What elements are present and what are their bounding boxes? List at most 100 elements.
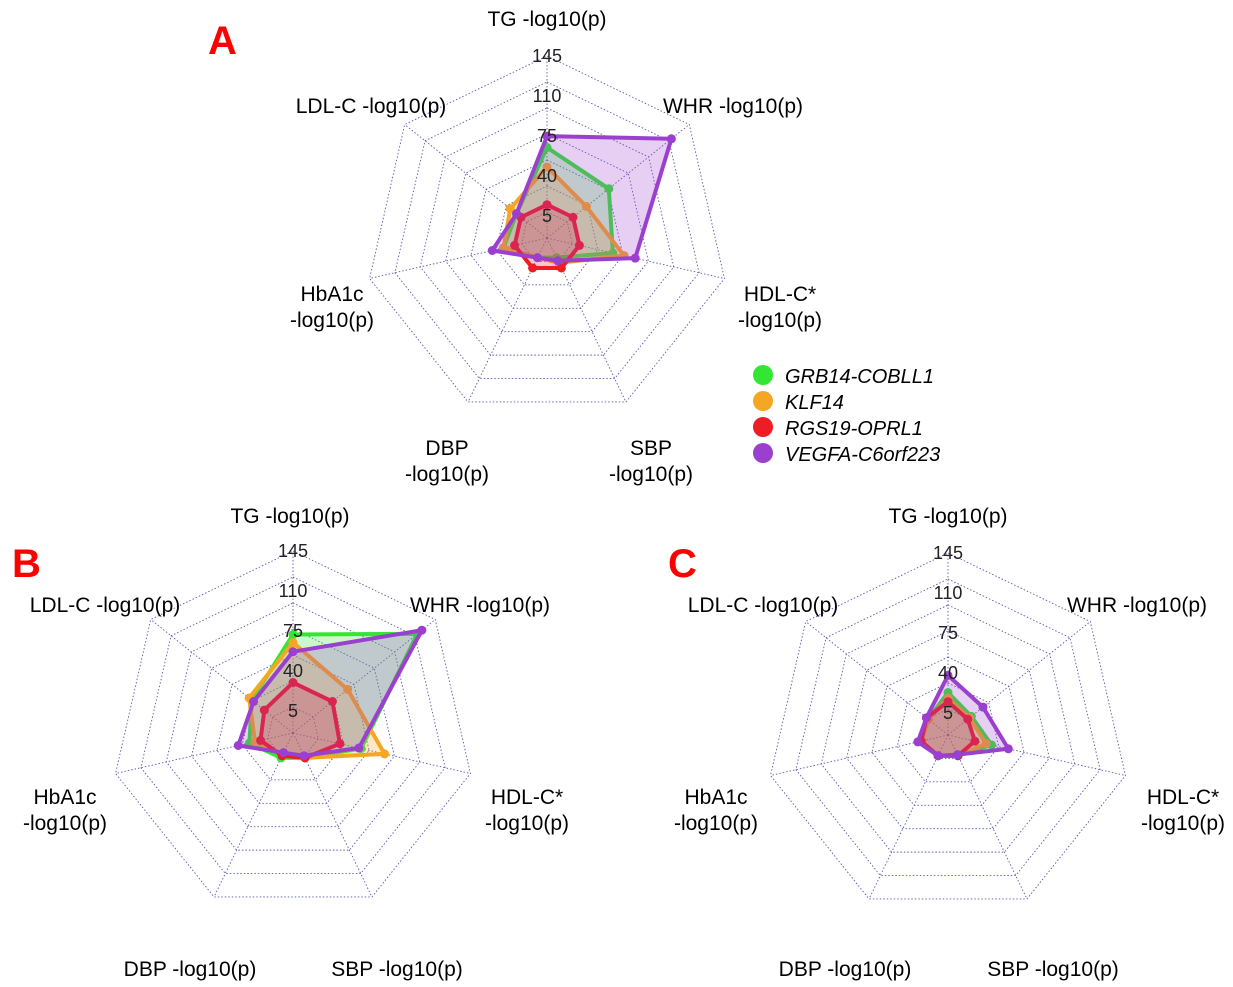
grid-ring: [795, 578, 1101, 877]
grid-spoke: [369, 237, 548, 279]
data-point: [288, 647, 298, 657]
series-polygon: [512, 202, 582, 270]
axis-label: LDL-C -log10(p): [30, 594, 181, 617]
grid-spoke: [947, 734, 1028, 900]
grid-spoke: [150, 619, 294, 734]
axis-label: TG -log10(p): [888, 505, 1007, 528]
ring-tick-label: 5: [288, 701, 298, 721]
data-point: [233, 740, 243, 750]
panel-letter-a: A: [208, 19, 237, 63]
axis-label: HbA1c -log10(p): [290, 283, 374, 332]
data-point: [288, 678, 298, 688]
data-point: [380, 749, 390, 759]
axis-label: SBP -log10(p): [987, 958, 1119, 981]
data-point: [921, 713, 931, 723]
grid-ring: [445, 133, 649, 333]
data-point: [970, 736, 980, 746]
radar-panel-c: 5 40 75 110 145 TG -log10(p) WHR -log10(p) HDL-…: [674, 505, 1225, 981]
grid-spoke: [805, 621, 949, 736]
data-point: [288, 630, 298, 640]
data-point: [666, 134, 676, 144]
axis-label: SBP -log10(p): [331, 958, 463, 981]
axis-label: HbA1c -log10(p): [674, 786, 758, 835]
legend-item: VEGFA-C6orf223: [753, 443, 940, 466]
panel-letter-b: B: [12, 542, 41, 586]
ring-tick-label: 40: [537, 166, 557, 186]
data-point: [542, 131, 552, 141]
radar-panel-a: 5 40 75 110 145 TG -log10(p) WHR -log10(p) HDL-…: [290, 8, 822, 486]
data-point: [933, 751, 943, 761]
ring-tick-label: 75: [283, 621, 303, 641]
radar-panel-b: 5 40 75 110 145 TG -log10(p) WHR -log10(p) HDL-…: [23, 505, 569, 981]
axis-label: HbA1c -log10(p): [23, 786, 107, 835]
ring-tick-label: 145: [278, 541, 308, 561]
legend-label: GRB14-COBLL1: [785, 366, 934, 388]
legend: GRB14-COBLL1 KLF14 RGS19-OPRL1 VEGFA-C6o…: [753, 365, 940, 466]
legend-marker: [753, 417, 773, 437]
grid-ring: [846, 630, 1050, 830]
grid-spoke: [770, 734, 949, 776]
legend-label: VEGFA-C6orf223: [785, 444, 940, 466]
legend-label: KLF14: [785, 392, 844, 414]
data-point: [1003, 744, 1013, 754]
series-polygon: [490, 134, 674, 263]
grid-spoke: [546, 124, 690, 239]
grid-ring: [165, 602, 421, 851]
data-point: [943, 697, 953, 707]
ring-tick-label: 40: [938, 663, 958, 683]
data-point: [963, 714, 973, 724]
grid-ring: [394, 81, 700, 380]
data-point: [505, 204, 515, 214]
data-point: [981, 739, 991, 749]
grid-spoke: [404, 124, 548, 239]
grid-spoke: [947, 621, 1091, 736]
axis-label: TG -log10(p): [230, 505, 349, 528]
data-point: [556, 263, 566, 273]
data-point: [512, 209, 522, 219]
legend-label: RGS19-OPRL1: [785, 418, 923, 440]
data-point: [528, 263, 538, 273]
ring-tick-label: 5: [943, 703, 953, 723]
data-point: [943, 670, 953, 680]
data-point: [542, 162, 552, 172]
grid-spoke: [546, 237, 627, 403]
grid-spoke: [868, 734, 949, 900]
data-point: [952, 750, 962, 760]
ring-tick-label: 145: [933, 543, 963, 563]
data-point: [256, 735, 266, 745]
ring-tick-label: 110: [934, 583, 963, 603]
axis-label: SBP -log10(p): [609, 437, 693, 486]
grid-ring: [369, 55, 725, 403]
data-point: [335, 739, 345, 749]
data-point: [574, 240, 584, 250]
ring-tick-label: 5: [542, 206, 552, 226]
data-point: [259, 705, 269, 715]
grid-spoke: [115, 732, 294, 774]
grid-spoke: [947, 734, 1126, 776]
axis-label: HDL-C* -log10(p): [738, 283, 822, 332]
data-point: [249, 697, 259, 707]
grid-spoke: [467, 237, 548, 403]
grid-ring: [115, 550, 471, 898]
data-point: [417, 625, 427, 635]
data-point: [279, 748, 289, 758]
legend-item: RGS19-OPRL1: [753, 417, 923, 440]
ring-tick-label: 110: [533, 86, 562, 106]
data-point: [978, 702, 988, 712]
series-polygon: [236, 628, 424, 758]
axis-label: DBP -log10(p): [124, 958, 257, 981]
data-point: [487, 245, 497, 255]
axis-label: HDL-C* -log10(p): [1141, 786, 1225, 835]
grid-spoke: [292, 732, 373, 898]
axis-label: DBP -log10(p): [405, 437, 489, 486]
legend-item: KLF14: [753, 391, 844, 414]
data-point: [288, 638, 298, 648]
axis-label: TG -log10(p): [487, 8, 606, 31]
data-point: [913, 737, 923, 747]
legend-marker: [753, 443, 773, 463]
legend-marker: [753, 391, 773, 411]
data-point: [510, 240, 520, 250]
data-point: [327, 697, 337, 707]
data-point: [533, 253, 543, 263]
